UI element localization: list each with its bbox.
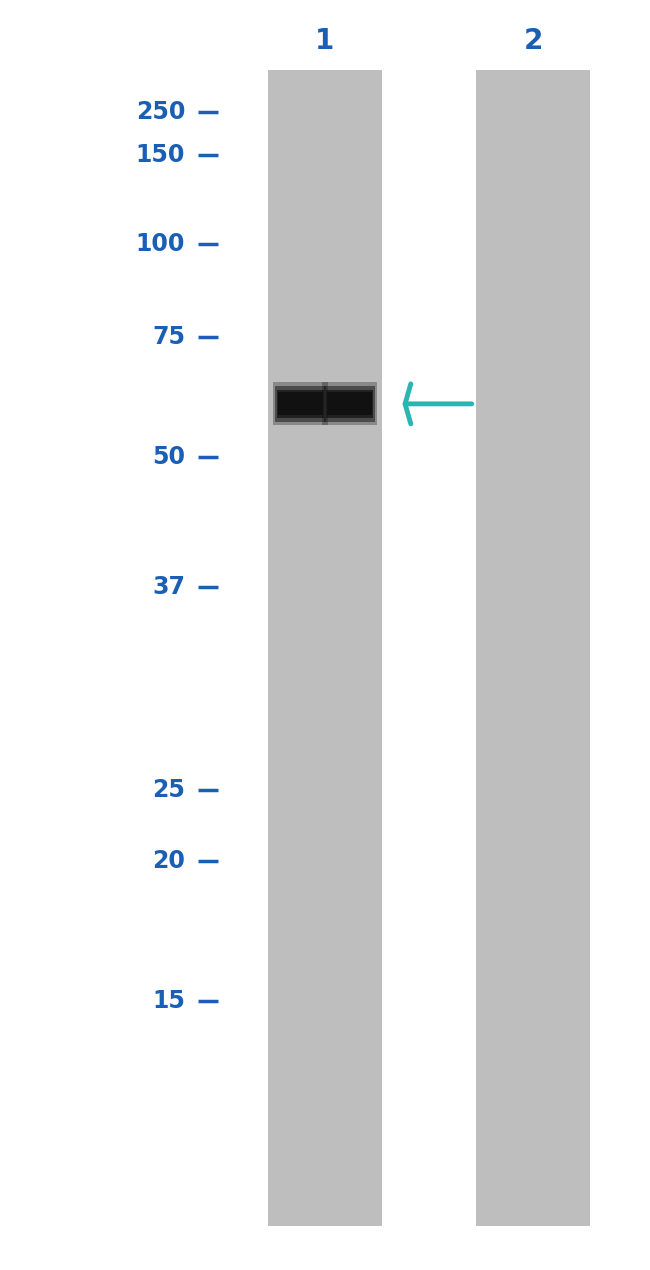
Text: 20: 20 (152, 850, 185, 872)
Bar (268, 70, 382, 1226)
Text: 100: 100 (136, 232, 185, 255)
Text: 2: 2 (523, 27, 543, 55)
Bar (327, 392, 372, 415)
Text: 150: 150 (136, 144, 185, 166)
Bar (324, 386, 375, 422)
Text: 1: 1 (315, 27, 335, 55)
Bar (278, 392, 323, 415)
Text: 75: 75 (152, 325, 185, 348)
Text: 37: 37 (152, 575, 185, 598)
Bar (476, 70, 590, 1226)
Bar (273, 382, 328, 425)
Bar (277, 390, 324, 418)
Text: 50: 50 (152, 446, 185, 469)
Text: 15: 15 (152, 989, 185, 1012)
Text: 25: 25 (152, 779, 185, 801)
Bar (326, 390, 373, 418)
Bar (322, 382, 377, 425)
Text: 250: 250 (136, 100, 185, 123)
Bar (275, 386, 326, 422)
